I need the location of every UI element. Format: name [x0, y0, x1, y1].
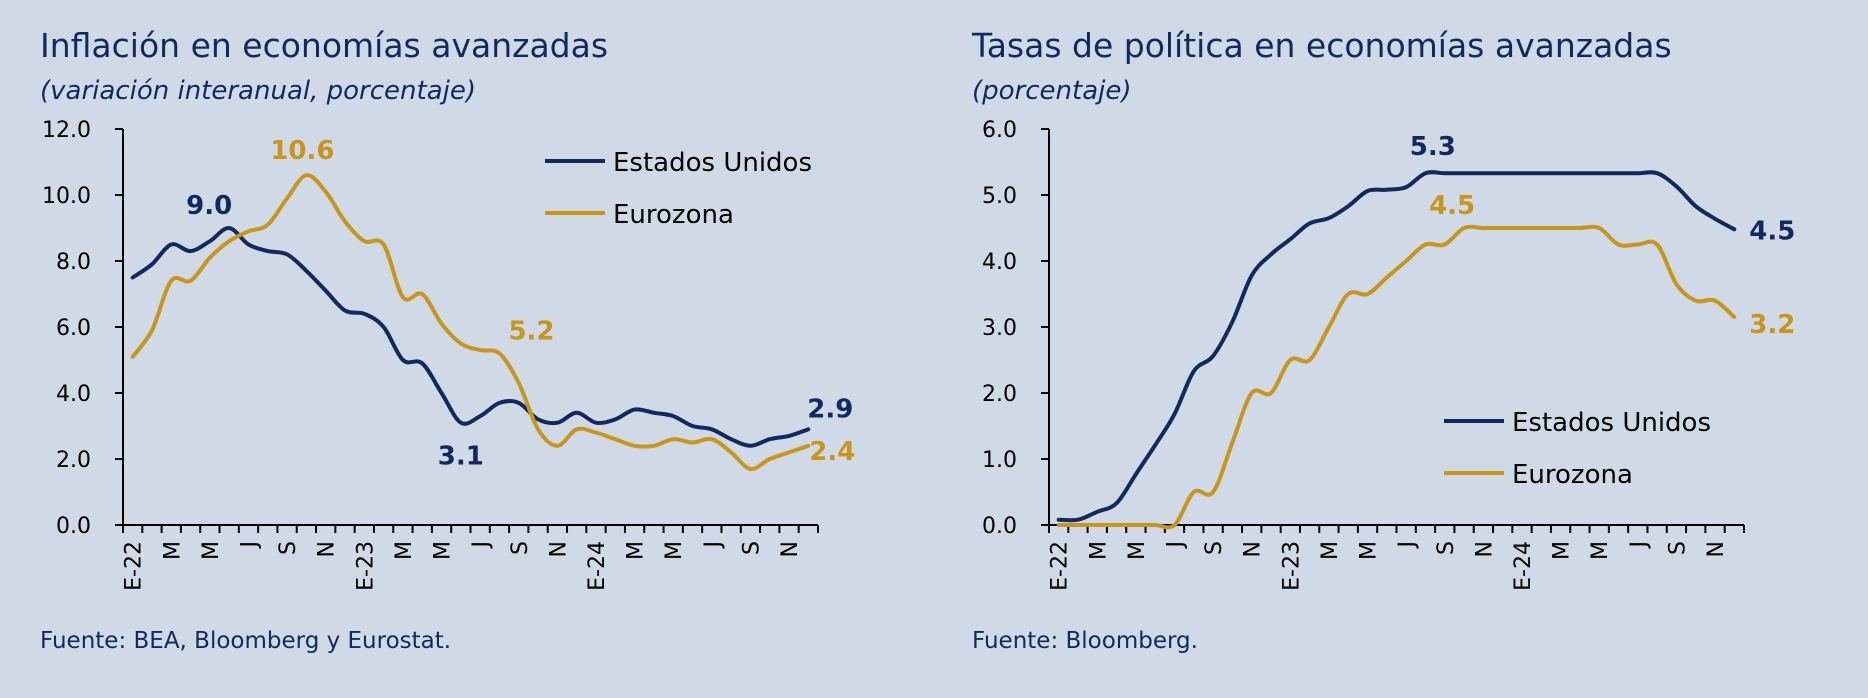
y-tick-label: 1.0: [982, 448, 1017, 473]
x-tick-label: S: [1202, 541, 1227, 555]
x-tick-label: S: [508, 541, 533, 555]
series-line-1: [1056, 224, 1737, 530]
chart-source: Fuente: Bloomberg.: [972, 628, 1198, 654]
chart-title: Tasas de política en economías avanzadas: [972, 26, 1672, 65]
data-label: 4.5: [1429, 191, 1475, 221]
x-tick-label: J: [701, 541, 726, 550]
y-tick-label: 0.0: [56, 514, 91, 539]
series-line-0: [130, 226, 811, 448]
y-tick-label: 2.0: [982, 382, 1017, 407]
data-label: 2.4: [809, 437, 855, 467]
policy-rates-chart-panel: Tasas de política en economías avanzadas…: [932, 0, 1862, 698]
chart-title: Inflación en economías avanzadas: [40, 26, 609, 65]
axes: 0.02.04.06.08.010.012.0E-22 M M J S N E-23 M M J S…: [42, 118, 819, 591]
y-tick-label: 12.0: [42, 118, 91, 143]
x-tick-label: M: [1550, 541, 1575, 560]
x-tick-label: N: [546, 541, 571, 557]
x-tick-label: M: [1357, 541, 1382, 560]
x-tick-label: M: [662, 541, 687, 560]
legend-label: Eurozona: [613, 200, 734, 230]
x-tick-label: M: [1318, 541, 1343, 560]
x-tick-label: M: [624, 541, 649, 560]
x-tick-label: M: [431, 541, 456, 560]
x-tick-label: M: [199, 541, 224, 560]
inflation-line-chart: 0.02.04.06.08.010.012.0E-22 M M J S N E-23 M M J S…: [42, 118, 855, 591]
x-tick-label: N: [778, 541, 803, 557]
data-label: 2.9: [807, 394, 853, 424]
x-tick-label: J: [1627, 541, 1652, 550]
chart-source: Fuente: BEA, Bloomberg y Eurostat.: [40, 628, 452, 654]
x-tick-label: M: [392, 541, 417, 560]
x-tick-label: E-22: [122, 541, 147, 591]
x-tick-label: E-22: [1048, 541, 1073, 591]
x-tick-label: N: [315, 541, 340, 557]
y-tick-label: 6.0: [56, 316, 91, 341]
legend-label: Eurozona: [1512, 460, 1633, 490]
policy-rates-line-chart: 0.01.02.03.04.05.06.0E-22 M M J S N E-23 M M J S N E…: [982, 118, 1795, 591]
series-line-1: [130, 173, 811, 471]
data-label: 5.3: [1410, 132, 1456, 162]
x-tick-label: M: [1125, 541, 1150, 560]
y-tick-label: 4.0: [982, 250, 1017, 275]
x-tick-label: N: [1704, 541, 1729, 557]
y-tick-label: 2.0: [56, 448, 91, 473]
x-tick-label: J: [469, 541, 494, 550]
legend-label: Estados Unidos: [1512, 408, 1711, 438]
x-tick-label: E-24: [1511, 541, 1536, 591]
x-tick-label: E-23: [1279, 541, 1304, 591]
y-tick-label: 8.0: [56, 250, 91, 275]
chart-subtitle: (porcentaje): [972, 76, 1132, 106]
x-tick-label: J: [1164, 541, 1189, 550]
x-tick-label: N: [1241, 541, 1266, 557]
data-label: 3.1: [438, 442, 484, 472]
x-tick-label: J: [238, 541, 263, 550]
y-tick-label: 4.0: [56, 382, 91, 407]
y-tick-label: 3.0: [982, 316, 1017, 341]
data-label: 4.5: [1749, 216, 1795, 246]
legend: Estados Unidos Eurozona: [1444, 408, 1711, 490]
legend-label: Estados Unidos: [613, 148, 812, 178]
chart-subtitle: (variación interanual, porcentaje): [40, 76, 476, 106]
y-tick-label: 10.0: [42, 184, 91, 209]
x-tick-label: S: [276, 541, 301, 555]
x-tick-label: J: [1395, 541, 1420, 550]
inflation-chart-panel: Inflación en economías avanzadas (variac…: [0, 0, 930, 698]
x-tick-label: E-23: [353, 541, 378, 591]
x-tick-label: M: [1086, 541, 1111, 560]
y-tick-label: 0.0: [982, 514, 1017, 539]
data-label: 10.6: [270, 136, 334, 166]
series-line-0: [1056, 170, 1737, 523]
x-tick-label: E-24: [585, 541, 610, 591]
x-tick-label: M: [1588, 541, 1613, 560]
data-label: 3.2: [1749, 310, 1795, 340]
x-tick-label: M: [160, 541, 185, 560]
legend: Estados Unidos Eurozona: [545, 148, 812, 230]
data-label: 9.0: [186, 191, 232, 221]
y-tick-label: 6.0: [982, 118, 1017, 143]
x-tick-label: S: [739, 541, 764, 555]
x-tick-label: S: [1665, 541, 1690, 555]
data-label: 5.2: [508, 316, 554, 346]
y-tick-label: 5.0: [982, 184, 1017, 209]
axes: 0.01.02.03.04.05.06.0E-22 M M J S N E-23 M M J S N E…: [982, 118, 1745, 591]
x-tick-label: N: [1472, 541, 1497, 557]
x-tick-label: S: [1434, 541, 1459, 555]
